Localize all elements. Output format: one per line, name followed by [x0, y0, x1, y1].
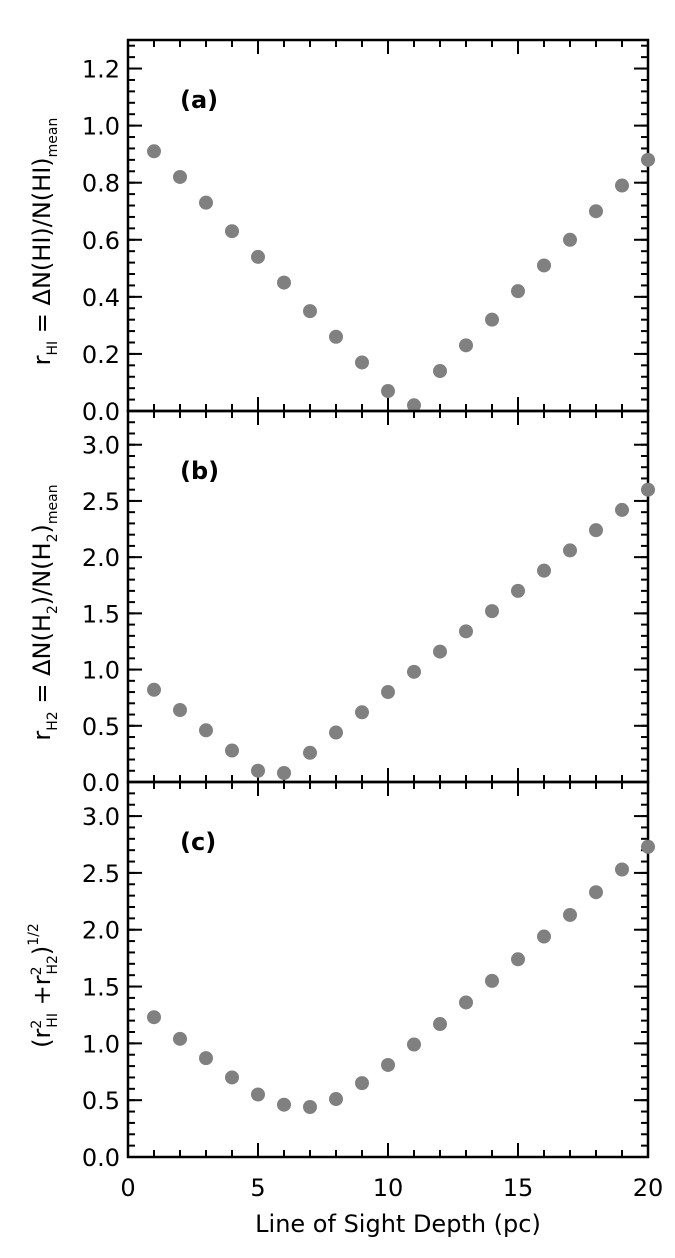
x-tick-label: 20 — [633, 1174, 664, 1202]
data-point — [303, 304, 317, 319]
y-tick-label: 0.4 — [82, 284, 120, 312]
data-point — [589, 523, 603, 538]
data-point — [615, 178, 629, 193]
data-point — [381, 1057, 395, 1072]
data-point — [251, 249, 265, 264]
data-point — [433, 644, 447, 659]
panel-a: 0.0 0.2 0.4 0.6 0.8 1.0 1.2 (a) rHI = ΔN(HI)/N(H… — [28, 38, 655, 426]
y-axis-label: (r2HI +r2H2)1/2 — [26, 923, 61, 1048]
data-point — [485, 973, 499, 988]
data-point — [173, 1031, 187, 1046]
panel-label: (c) — [180, 828, 216, 856]
y-tick-label: 1.5 — [82, 600, 120, 628]
data-point — [381, 384, 395, 399]
data-point — [485, 604, 499, 619]
y-tick-label: 0.2 — [82, 341, 120, 369]
data-point — [537, 258, 551, 273]
y-tick-label: 0.5 — [82, 713, 120, 741]
data-point — [277, 1097, 291, 1112]
data-point — [641, 839, 655, 854]
panel-label: (a) — [180, 86, 218, 114]
data-point — [173, 703, 187, 718]
data-point — [563, 907, 577, 922]
x-tick-label: 0 — [120, 1174, 135, 1202]
y-tick-label: 3.0 — [82, 803, 120, 831]
data-point — [511, 583, 525, 598]
panel-b: 0.0 0.5 1.0 1.5 2.0 2.5 3.0 (b) rH2 = ΔN(H2)/N(H… — [28, 409, 655, 797]
data-point — [615, 502, 629, 517]
y-tick-label: 0.6 — [82, 227, 120, 255]
data-point — [511, 952, 525, 967]
data-point — [459, 338, 473, 353]
y-tick-label: 0.0 — [82, 398, 120, 426]
y-axis-label: rHI = ΔN(HI)/N(HI)mean — [28, 118, 61, 366]
data-point — [355, 705, 369, 720]
y-axis-label: rH2 = ΔN(H2)/N(H2)mean — [28, 484, 61, 740]
y-tick-label: 0.0 — [82, 1144, 120, 1172]
y-tick-label: 3.0 — [82, 432, 120, 460]
data-point — [251, 1087, 265, 1102]
data-point — [511, 284, 525, 299]
y-tick-label: 0.5 — [82, 1087, 120, 1115]
y-tick-label: 0.0 — [82, 769, 120, 797]
data-point — [459, 995, 473, 1010]
data-point — [199, 195, 213, 210]
data-point — [433, 1017, 447, 1032]
data-point — [537, 563, 551, 578]
data-point — [407, 398, 421, 413]
data-point — [355, 1076, 369, 1091]
data-point — [641, 152, 655, 167]
data-point — [303, 745, 317, 760]
data-point — [537, 929, 551, 944]
data-point — [407, 1037, 421, 1052]
data-point — [303, 1100, 317, 1114]
data-point — [225, 224, 239, 239]
data-point — [147, 144, 161, 159]
y-tick-label: 1.0 — [82, 113, 120, 141]
x-tick-label: 15 — [503, 1174, 534, 1202]
y-tick-label: 2.0 — [82, 544, 120, 572]
data-point — [355, 355, 369, 370]
x-tick-label: 5 — [250, 1174, 265, 1202]
data-point — [329, 1092, 343, 1107]
panel-c: 0.0 0.5 1.0 1.5 2.0 2.5 3.0 (c) (r2HI +r2H2)1/2 — [26, 780, 655, 1172]
x-axis-label: Line of Sight Depth (pc) — [255, 1210, 541, 1238]
y-tick-label: 0.8 — [82, 170, 120, 198]
y-tick-label: 1.0 — [82, 657, 120, 685]
data-point — [173, 169, 187, 184]
data-point — [199, 723, 213, 738]
y-tick-label: 2.5 — [82, 488, 120, 516]
data-point — [459, 624, 473, 639]
y-tick-label: 1.5 — [82, 974, 120, 1002]
data-point — [407, 664, 421, 679]
data-point — [329, 329, 343, 344]
x-tick-label: 10 — [373, 1174, 404, 1202]
data-point — [251, 763, 265, 778]
data-point — [485, 312, 499, 327]
data-point — [381, 685, 395, 700]
x-tick-labels: 0 5 10 15 20 — [120, 1174, 663, 1202]
data-point — [277, 275, 291, 290]
data-point — [641, 482, 655, 497]
y-tick-label: 1.2 — [82, 56, 120, 84]
y-tick-label: 1.0 — [82, 1030, 120, 1058]
data-point — [225, 743, 239, 758]
data-point — [147, 1010, 161, 1025]
data-point — [589, 885, 603, 900]
data-point — [615, 862, 629, 877]
y-tick-label: 2.5 — [82, 860, 120, 888]
data-point — [147, 682, 161, 697]
data-point — [563, 543, 577, 558]
data-point — [329, 725, 343, 740]
data-point — [433, 364, 447, 379]
data-point — [277, 766, 291, 781]
y-tick-label: 2.0 — [82, 917, 120, 945]
panel-label: (b) — [180, 457, 219, 485]
data-point — [199, 1051, 213, 1066]
data-point — [563, 232, 577, 247]
data-point — [589, 204, 603, 219]
data-point — [225, 1070, 239, 1085]
